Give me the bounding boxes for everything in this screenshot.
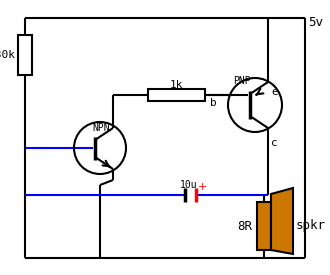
Text: 5v: 5v <box>308 16 323 29</box>
Text: 330k: 330k <box>0 50 15 60</box>
Text: spkr: spkr <box>296 219 326 232</box>
Text: b: b <box>210 98 217 108</box>
Text: c: c <box>271 138 278 148</box>
Text: e: e <box>271 87 278 97</box>
Text: 1k: 1k <box>169 80 183 90</box>
Bar <box>257 202 271 250</box>
Text: PNP: PNP <box>233 76 250 86</box>
Bar <box>18 35 32 75</box>
Polygon shape <box>271 188 293 254</box>
Text: +: + <box>198 182 207 192</box>
Text: 8R: 8R <box>237 219 252 232</box>
Bar <box>148 89 205 101</box>
Text: 10u: 10u <box>180 180 198 190</box>
Text: NPN: NPN <box>92 123 110 133</box>
